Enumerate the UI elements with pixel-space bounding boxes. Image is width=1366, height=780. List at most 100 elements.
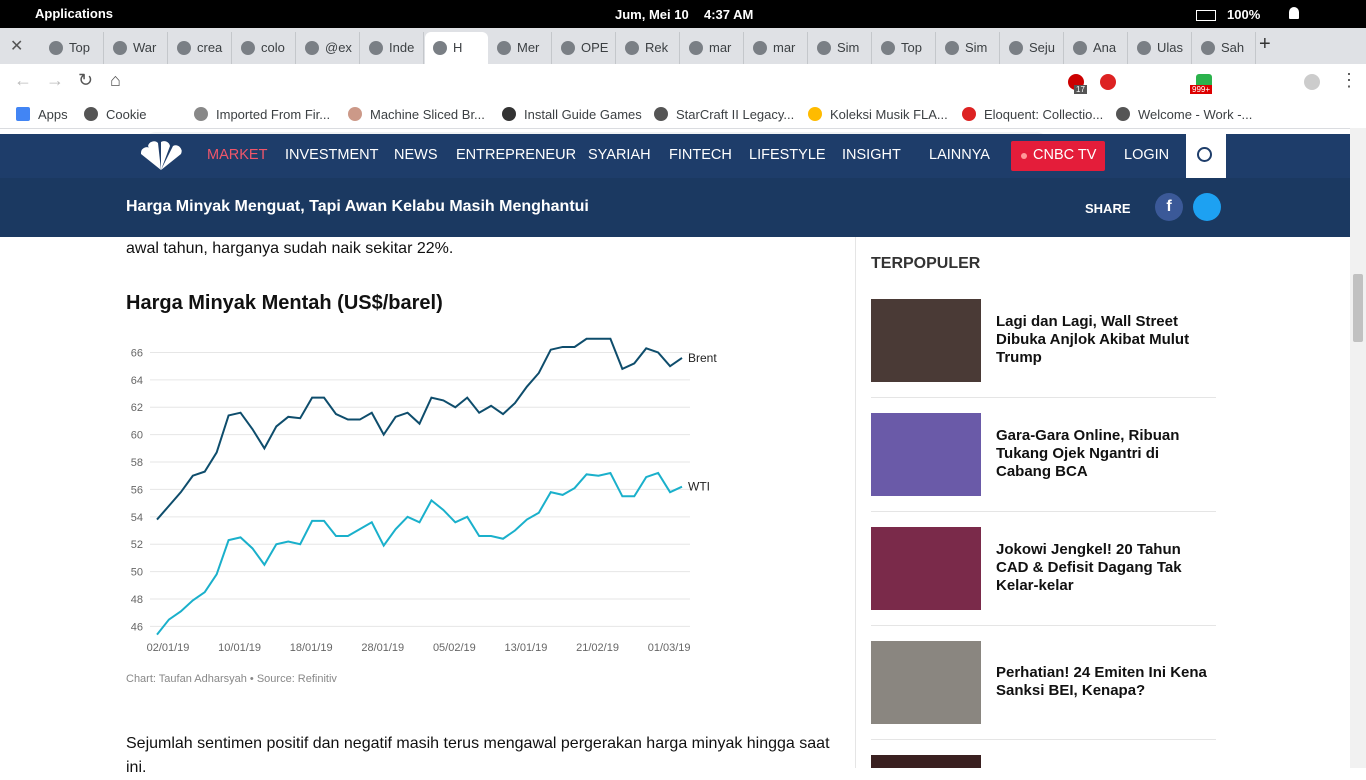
headline[interactable]: Jokowi Jengkel! 20 Tahun CAD & Defisit D… <box>996 541 1182 594</box>
scrollbar[interactable] <box>1350 128 1366 768</box>
tab[interactable]: Ana <box>1065 32 1128 64</box>
applications-menu[interactable]: Applications <box>35 6 114 21</box>
article-title: Harga Minyak Menguat, Tapi Awan Kelabu M… <box>126 198 589 215</box>
tab-title: @ex <box>325 40 352 55</box>
extension[interactable] <box>1100 74 1116 90</box>
separator <box>871 625 1216 626</box>
bookmark[interactable]: Apps <box>38 107 68 122</box>
profile[interactable] <box>1304 74 1320 90</box>
nav-item[interactable]: NEWS <box>394 147 438 163</box>
home[interactable]: ⌂ <box>110 70 121 90</box>
favicon <box>433 41 447 55</box>
tab[interactable]: Top <box>873 32 936 64</box>
chart-title: Harga Minyak Mentah (US$/barel) <box>126 292 443 314</box>
x-tick-label: 18/01/19 <box>290 642 333 654</box>
headline[interactable]: Gara-Gara Online, Ribuan Tukang Ojek Nga… <box>996 427 1180 480</box>
menu[interactable]: ⋮ <box>1340 70 1358 90</box>
nav-item[interactable]: FINTECH <box>669 147 732 163</box>
tab-title: War <box>133 40 157 55</box>
y-tick-label: 46 <box>131 621 143 633</box>
reload[interactable]: ↻ <box>78 70 94 90</box>
nav-item[interactable]: INSIGHT <box>842 147 901 163</box>
tab[interactable]: War <box>105 32 168 64</box>
logo <box>140 141 182 170</box>
x-tick-label: 28/01/19 <box>361 642 404 654</box>
x-tick-label: 21/02/19 <box>576 642 619 654</box>
headline[interactable]: Perhatian! 24 Emiten Ini Kena Sanksi BEI… <box>996 664 1207 699</box>
forward[interactable]: → <box>46 70 64 90</box>
sidebar-heading: TERPOPULER <box>871 255 981 272</box>
tab-title: Top <box>901 40 922 55</box>
back[interactable]: ← <box>14 70 32 90</box>
scroll-thumb[interactable] <box>1353 274 1363 342</box>
bookmark-icon <box>194 107 208 121</box>
tab-title: Sah <box>1221 40 1245 55</box>
tab[interactable]: Inde <box>361 32 424 64</box>
nav-item[interactable]: SYARIAH <box>588 147 651 163</box>
article-text: Sejumlah sentimen positif dan negatif ma… <box>126 735 830 776</box>
tab[interactable]: Mer <box>489 32 552 64</box>
favicon <box>305 41 319 55</box>
thumbnail <box>871 413 981 496</box>
favicon <box>561 41 575 55</box>
tab[interactable]: Sah <box>1193 32 1256 64</box>
bookmark[interactable]: Install Guide Games <box>524 107 642 122</box>
twitter[interactable] <box>1193 193 1221 221</box>
bell-icon[interactable] <box>1289 7 1299 19</box>
bookmark[interactable]: Welcome - Work -... <box>1138 107 1253 122</box>
tab-title: H <box>453 40 463 55</box>
tab[interactable]: Top <box>41 32 104 64</box>
tab[interactable]: mar <box>745 32 808 64</box>
new-tab[interactable]: + <box>1259 33 1271 55</box>
tab-title: Top <box>69 40 90 55</box>
nav-item[interactable]: ENTREPRENEUR <box>456 147 577 163</box>
nav-item[interactable]: INVESTMENT <box>285 147 379 163</box>
bookmark[interactable]: StarCraft II Legacy... <box>676 107 795 122</box>
separator <box>871 511 1216 512</box>
article-text: awal tahun, harganya sudah naik sekitar … <box>126 240 454 257</box>
bookmark[interactable]: Cookie <box>106 107 147 122</box>
bookmark[interactable]: Koleksi Musik FLA... <box>830 107 948 122</box>
bookmark-icon <box>84 107 98 121</box>
tab[interactable]: OPE <box>553 32 616 64</box>
nav-item[interactable]: MARKET <box>207 147 268 163</box>
y-tick-label: 66 <box>131 347 143 359</box>
tab[interactable]: @ex <box>297 32 360 64</box>
bookmark[interactable]: Eloquent: Collectio... <box>984 107 1104 122</box>
favicon <box>689 41 703 55</box>
nav-item[interactable]: LAINNYA <box>929 147 990 163</box>
bookmark-icon <box>348 107 362 121</box>
time: 4:37 AM <box>704 7 754 22</box>
battery-icon <box>1196 10 1216 21</box>
date: Jum, Mei 10 <box>615 7 689 22</box>
tab[interactable]: Rek <box>617 32 680 64</box>
y-tick-label: 48 <box>131 594 143 606</box>
tab[interactable]: Sim <box>937 32 1000 64</box>
bookmark[interactable]: Machine Sliced Br... <box>370 107 485 122</box>
tab[interactable]: Seju <box>1001 32 1064 64</box>
favicon <box>817 41 831 55</box>
login[interactable]: LOGIN <box>1124 147 1170 163</box>
bookmark[interactable]: Imported From Fir... <box>216 107 331 122</box>
y-tick-label: 56 <box>131 484 143 496</box>
tab[interactable]: Ulas <box>1129 32 1192 64</box>
line <box>156 337 683 521</box>
thumbnail <box>871 755 981 768</box>
tab[interactable]: H <box>425 32 488 64</box>
x-tick-label: 10/01/19 <box>218 642 261 654</box>
x-tick-label: 01/03/19 <box>648 642 691 654</box>
site-nav: CNBC TV LOGIN MARKET INVESTMENT NEWS ENTREP… <box>0 134 1350 178</box>
tv-button[interactable]: CNBC TV <box>1011 141 1105 171</box>
tab[interactable]: crea <box>169 32 232 64</box>
bookmark-icon <box>1116 107 1130 121</box>
search-button[interactable] <box>1186 134 1226 178</box>
tab[interactable]: mar <box>681 32 744 64</box>
close-icon[interactable]: ✕ <box>10 38 24 55</box>
favicon <box>753 41 767 55</box>
nav-item[interactable]: LIFESTYLE <box>749 147 826 163</box>
facebook[interactable]: f <box>1155 193 1183 221</box>
headline[interactable]: Lagi dan Lagi, Wall Street Dibuka Anjlok… <box>996 313 1190 366</box>
favicon <box>881 41 895 55</box>
tab[interactable]: Sim <box>809 32 872 64</box>
tab[interactable]: colo <box>233 32 296 64</box>
